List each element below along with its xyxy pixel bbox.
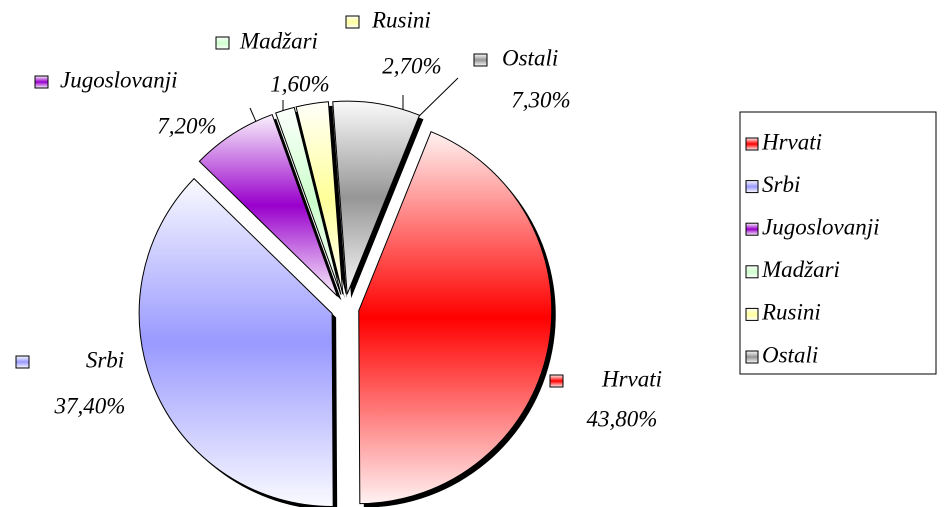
slice [358,131,553,505]
legend-label: Jugoslovanji [762,214,880,239]
slice [138,177,334,507]
label-key [34,75,49,89]
data-label-name: Ostali [502,45,558,70]
data-label: 2,70% [382,53,441,78]
data-label: 37,40% [54,393,126,418]
data-label-name: Rusini [371,7,431,32]
label-key [345,15,360,29]
data-label: 7,30% [511,87,570,112]
label-key [473,53,488,67]
label-key [549,374,564,388]
legend-label: Hrvati [761,129,822,154]
legend-key [745,265,759,279]
data-label: 43,80% [587,406,658,431]
legend-label: Srbi [762,172,800,197]
label-key [15,355,30,369]
legend-key [745,307,759,321]
legend-key [745,222,759,236]
slice [332,100,421,295]
legend-label: Madžari [761,257,840,282]
data-label: 1,60% [270,71,329,96]
slice [198,113,338,297]
legend-label: Ostali [762,342,818,367]
slice [275,106,342,295]
data-label: 7,20% [157,113,216,138]
data-label-name: Madžari [239,28,318,53]
label-key [215,36,230,50]
data-label-name: Jugoslovanji [60,67,178,92]
slice [295,101,344,295]
data-label-name: Srbi [86,347,124,372]
legend-box [739,111,937,375]
legend-key [745,350,759,364]
data-label-name: Hrvati [601,366,662,391]
legend-label: Rusini [761,300,821,325]
legend-key [745,180,759,194]
legend-key [745,137,759,151]
slices [138,100,553,507]
